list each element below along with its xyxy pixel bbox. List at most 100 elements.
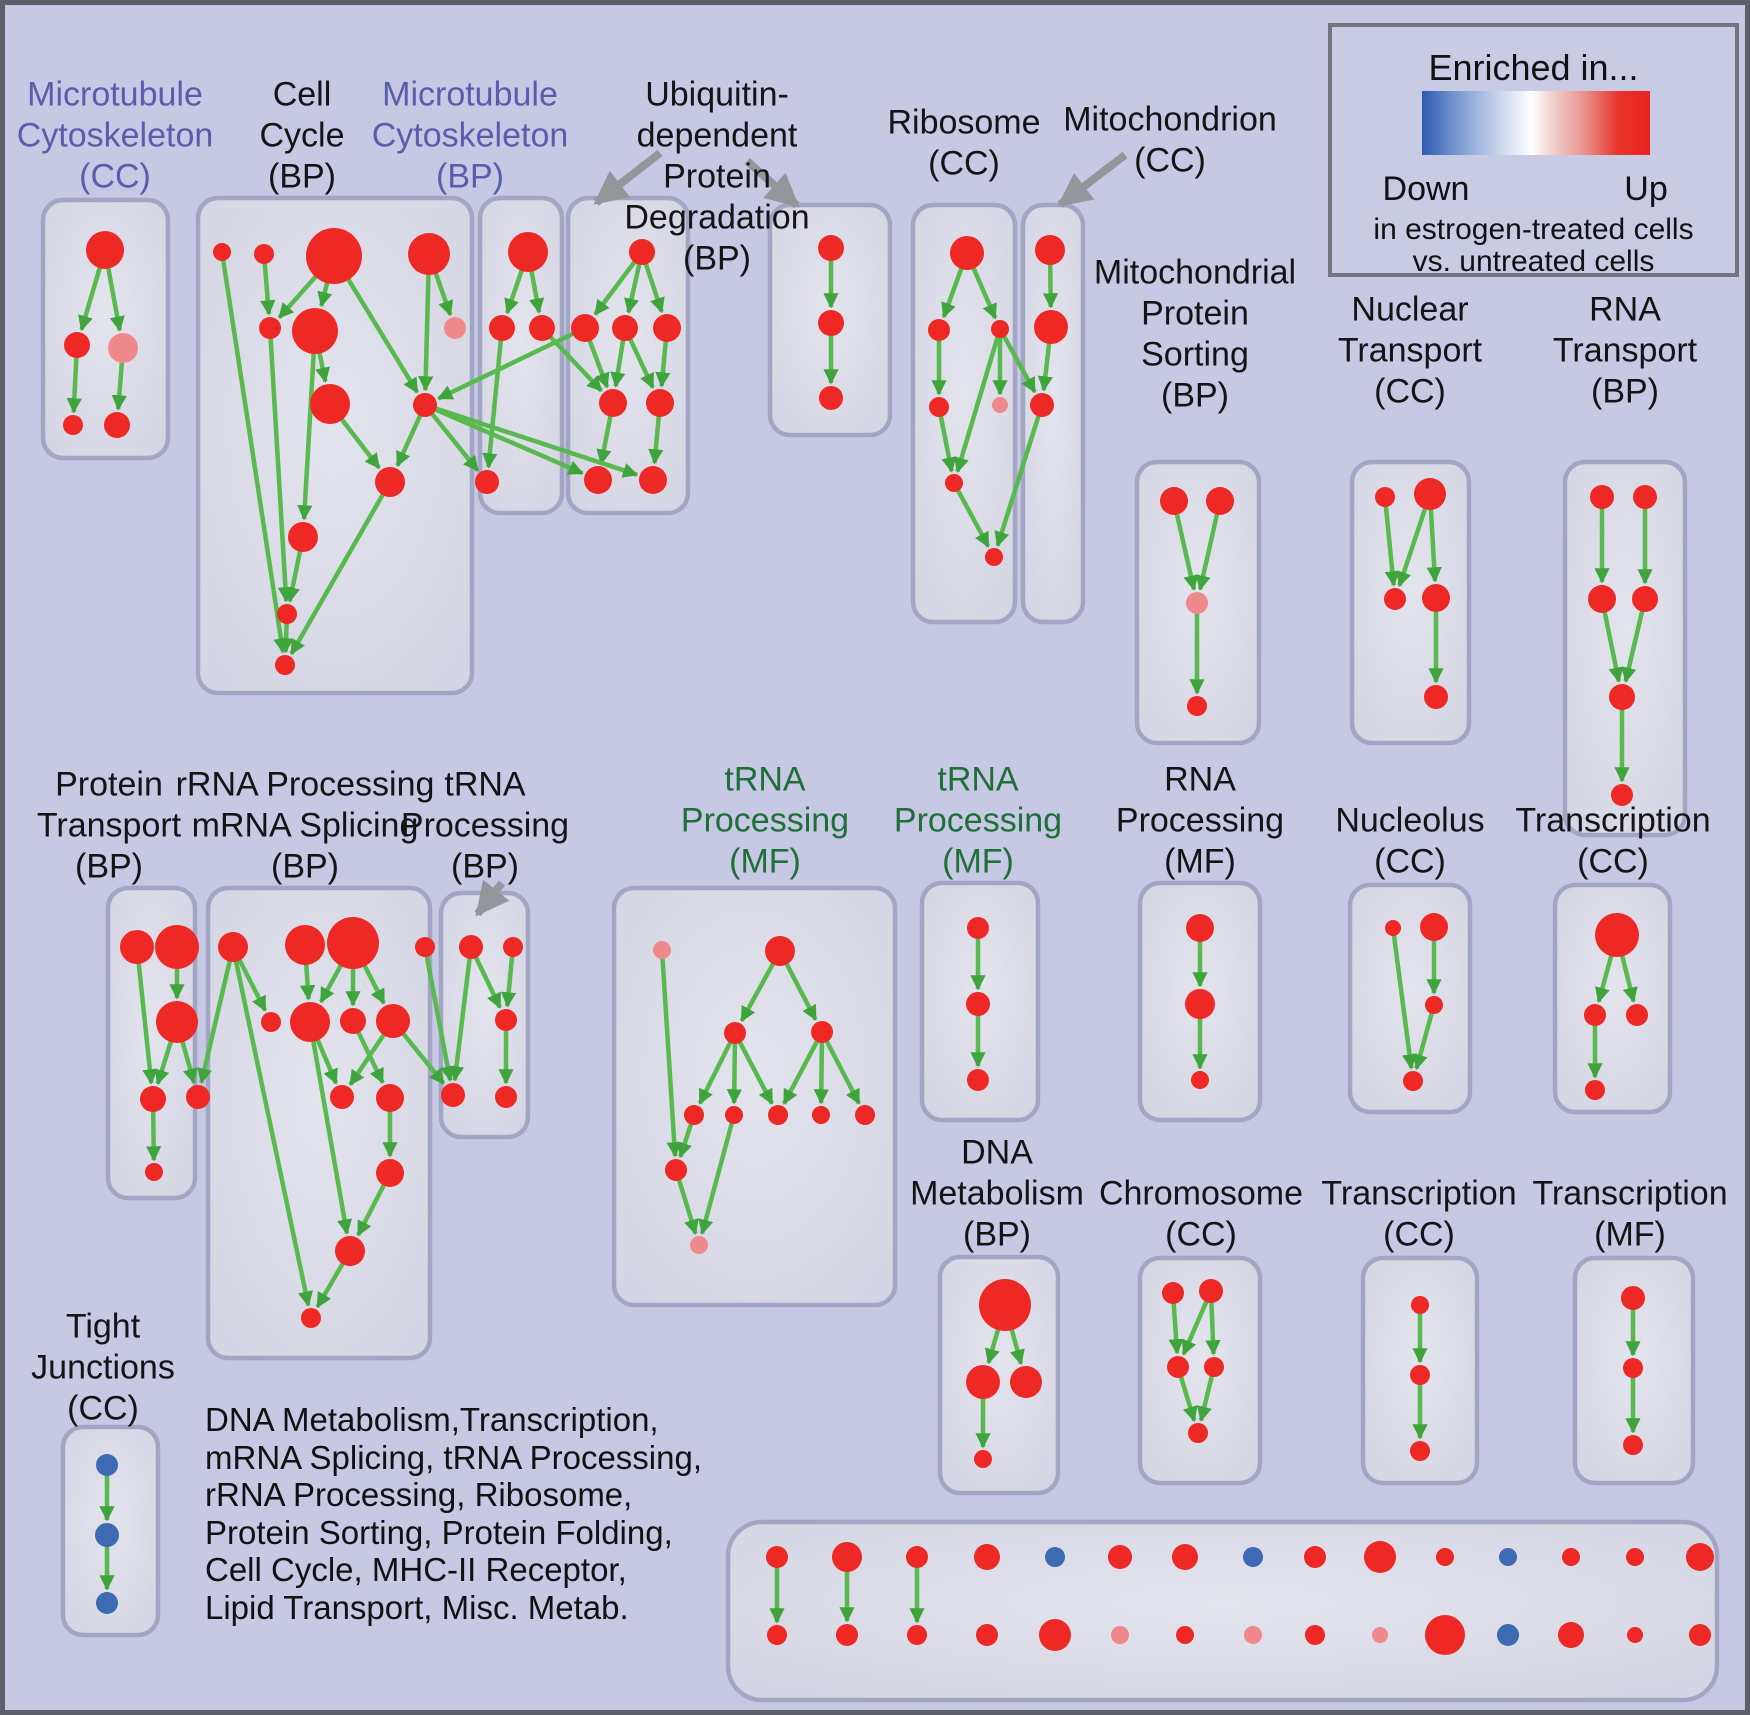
trna-processing-bp-node-3 (441, 1083, 465, 1107)
misc-metabolism-node-19 (1039, 1619, 1071, 1651)
note-line: mRNA Splicing, tRNA Processing, (205, 1438, 703, 1476)
misc-metabolism-node-28 (1627, 1627, 1643, 1643)
ubiquitin-degradation-left-edge-3 (586, 337, 610, 389)
trna-processing-mf-1-node-5 (725, 1106, 743, 1124)
ribosome-cc-edge-4 (954, 334, 1001, 473)
microtubule-cytoskeleton-cc-edge-3 (111, 359, 127, 411)
mitochondrial-protein-sorting-edge-0 (1174, 511, 1199, 591)
trna-processing-mf-1-node-0 (653, 941, 671, 959)
rrna-processing-mrna-splicing-node-6 (340, 1008, 366, 1034)
rrna-processing-mrna-splicing-edge-1 (233, 958, 313, 1307)
nuclear-transport-box (1349, 459, 1472, 746)
misc-metabolism-node-12 (1562, 1548, 1580, 1566)
misc-metabolism-node-14 (1686, 1543, 1714, 1571)
chromosome-cc-node-2 (1167, 1356, 1189, 1378)
rrna-processing-mrna-splicing-edge-3 (319, 962, 344, 1004)
chromosome-cc-box (1137, 1255, 1263, 1486)
transcription-cc-upper-box (1552, 882, 1673, 1115)
cross-edge-7 (197, 958, 233, 1084)
protein-transport-node-5 (145, 1163, 163, 1181)
chromosome-cc-edge-0 (1168, 1300, 1184, 1355)
transcription-mf-node-2 (1623, 1435, 1643, 1455)
cell-cycle-node-11 (277, 604, 297, 624)
ribosome-cc-edge-6 (954, 487, 991, 548)
cell-cycle-node-7 (413, 393, 437, 417)
mitochondrial-protein-sorting-node-3 (1187, 696, 1207, 716)
cell-cycle-node-4 (259, 317, 281, 339)
rrna-processing-mrna-splicing-node-4 (261, 1012, 281, 1032)
cell-cycle-edge-9 (395, 412, 424, 468)
trna-processing-mf-1-edge-7 (813, 1039, 829, 1105)
misc-metabolism-node-23 (1305, 1625, 1325, 1645)
cell-cycle-edge-14 (268, 335, 294, 603)
transcription-cc-upper-node-0 (1595, 913, 1639, 957)
transcription-cc-upper-node-2 (1626, 1004, 1648, 1026)
rna-transport-node-1 (1633, 485, 1657, 509)
nuclear-transport-node-1 (1414, 478, 1446, 510)
trna-processing-mf-1-edge-9 (677, 1120, 694, 1159)
misc-metabolism-node-3 (974, 1544, 1000, 1570)
transcription-cc-upper-node-3 (1585, 1080, 1605, 1100)
microtubule-cytoskeleton-cc-node-0 (86, 231, 124, 269)
nucleolus-cc-node-0 (1385, 920, 1401, 936)
ubiquitin-degradation-left-node-2 (612, 315, 638, 341)
rna-transport-node-4 (1609, 684, 1635, 710)
cell-cycle-node-9 (375, 467, 405, 497)
rrna-processing-mrna-splicing-edge-5 (361, 962, 386, 1005)
misc-metabolism-node-9 (1364, 1541, 1396, 1573)
legend-subtitle-line2: vs. untreated cells (1412, 245, 1655, 278)
cell-cycle-edge-4 (345, 276, 420, 394)
trna-processing-mf-1-node-8 (855, 1105, 875, 1125)
rna-transport-edge-3 (1621, 608, 1645, 683)
ubiquitin-degradation-left-edge-0 (593, 258, 638, 316)
ubiquitin-degradation-left-edge-4 (610, 337, 626, 388)
dna-metabolism-edge-1 (1008, 1326, 1025, 1366)
mitochondrion-cc-edge-1 (1037, 340, 1053, 392)
chromosome-cc-node-1 (1199, 1279, 1223, 1303)
rrna-processing-mrna-splicing-node-12 (301, 1308, 321, 1328)
ribosome-cc-edge-5 (938, 413, 957, 473)
cross-edge-6 (994, 412, 1042, 548)
ubiquitin-degradation-left-node-0 (629, 239, 655, 265)
protein-transport-edge-4 (145, 1108, 162, 1162)
ubiquitin-degradation-left-node-5 (646, 389, 674, 417)
trna-processing-mf-1-node-1 (765, 936, 795, 966)
microtubule-cytoskeleton-bp-box (477, 195, 565, 516)
rrna-processing-mrna-splicing-edge-10 (356, 1181, 387, 1237)
rna-transport-node-2 (1588, 585, 1616, 613)
tight-junctions-node-2 (96, 1592, 118, 1614)
trna-processing-mf-1-edge-3 (697, 1039, 734, 1105)
rrna-processing-mrna-splicing-node-9 (376, 1084, 404, 1112)
misc-metabolism-node-26 (1497, 1624, 1519, 1646)
misc-metabolism-node-29 (1689, 1624, 1711, 1646)
ubiquitin-degradation-left-edge-8 (648, 413, 664, 465)
mitochondrion-cc-node-1 (1034, 310, 1068, 344)
rrna-processing-mrna-splicing-edge-11 (310, 1038, 353, 1235)
cell-cycle-node-10 (288, 522, 318, 552)
ribosome-cc-edge-1 (970, 264, 998, 320)
rna-transport-box (1562, 459, 1688, 838)
microtubule-cytoskeleton-bp-edge-1 (528, 268, 545, 314)
cell-cycle-node-12 (275, 655, 295, 675)
trna-processing-bp-node-2 (495, 1009, 517, 1031)
protein-transport-edge-3 (179, 1038, 198, 1085)
ubiquitin-degradation-left-edge-1 (624, 261, 643, 314)
legend-down-label: Down (1382, 170, 1470, 208)
ubiquitin-degradation-right-node-2 (819, 386, 843, 410)
rna-transport-node-3 (1632, 586, 1658, 612)
misc-metabolism-node-8 (1304, 1546, 1326, 1568)
nuclear-transport-node-3 (1422, 584, 1450, 612)
misc-metabolism-node-6 (1172, 1544, 1198, 1570)
rna-transport-node-0 (1590, 485, 1614, 509)
note-line: rRNA Processing, Ribosome, (205, 1476, 633, 1513)
chromosome-cc-node-0 (1162, 1282, 1184, 1304)
ribosome-cc-node-0 (950, 236, 984, 270)
legend-up-label: Up (1624, 170, 1668, 208)
microtubule-cytoskeleton-bp-node-3 (475, 470, 499, 494)
trna-processing-mf-1-edge-8 (823, 1038, 862, 1105)
rrna-processing-mrna-splicing-edge-6 (314, 1036, 339, 1085)
misc-metabolism-node-15 (767, 1625, 787, 1645)
note-line: Cell Cycle, MHC-II Receptor, (205, 1551, 627, 1588)
trna-processing-bp-node-1 (503, 937, 523, 957)
